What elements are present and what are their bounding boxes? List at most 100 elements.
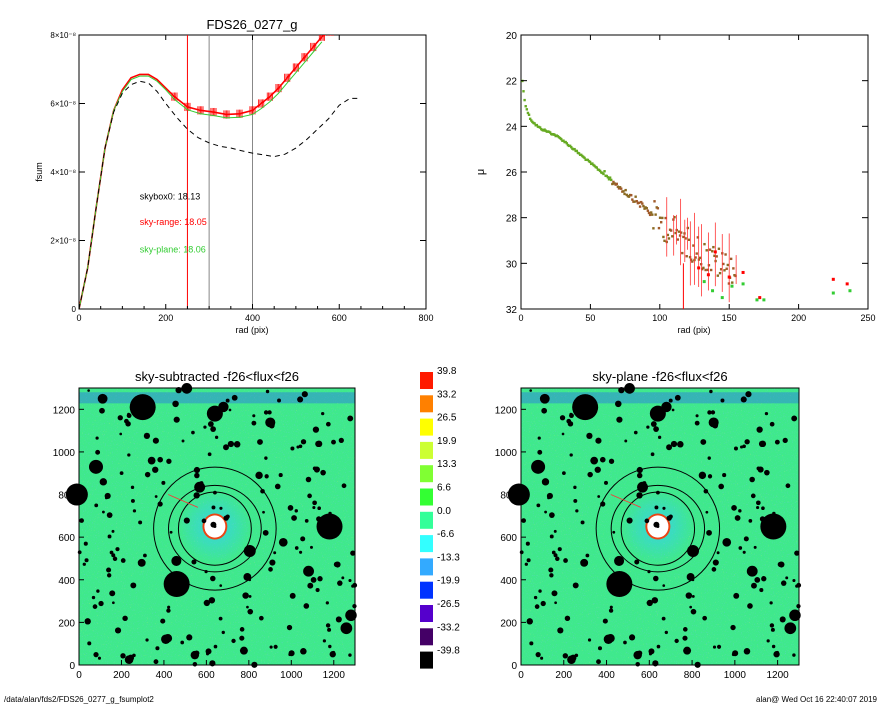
masked-source bbox=[99, 478, 107, 486]
masked-source bbox=[549, 534, 554, 539]
masked-source bbox=[193, 650, 200, 656]
mu-point bbox=[705, 249, 708, 252]
fsum-y-tick-label: 8×10⁻⁸ bbox=[50, 31, 76, 40]
image-y-tick-label: 800 bbox=[58, 491, 75, 502]
masked-source bbox=[652, 660, 659, 667]
mu-outer-point-green bbox=[848, 289, 852, 293]
fsum-x-ticks: 0 200 400 600 800 bbox=[76, 35, 434, 323]
masked-source bbox=[191, 559, 197, 565]
mu-outer-point-red bbox=[697, 266, 701, 270]
masked-source bbox=[702, 615, 707, 621]
masked-bright-star bbox=[649, 405, 666, 422]
masked-source bbox=[92, 604, 98, 609]
masked-source bbox=[537, 449, 543, 455]
masked-source bbox=[269, 645, 273, 649]
masked-source bbox=[646, 425, 650, 429]
masked-source bbox=[734, 515, 741, 521]
masked-source bbox=[193, 492, 200, 499]
masked-source bbox=[541, 407, 548, 414]
masked-source bbox=[562, 653, 569, 659]
masked-source bbox=[194, 472, 200, 479]
masked-source bbox=[712, 559, 719, 566]
masked-source bbox=[609, 605, 613, 609]
masked-source bbox=[99, 407, 105, 414]
masked-source bbox=[557, 627, 564, 634]
masked-source bbox=[298, 444, 303, 449]
masked-source bbox=[303, 603, 310, 609]
mu-point bbox=[527, 113, 531, 116]
masked-source bbox=[101, 510, 105, 514]
mu-point bbox=[533, 122, 536, 125]
mu-point bbox=[612, 180, 615, 184]
masked-source bbox=[555, 556, 560, 562]
mu-point bbox=[638, 205, 642, 208]
masked-source bbox=[203, 599, 211, 607]
image-y-tick-label: 0 bbox=[69, 661, 75, 672]
fsum-y-tick-label: 6×10⁻⁸ bbox=[50, 100, 76, 109]
mu-points-group bbox=[521, 79, 852, 309]
mu-outer-point-green bbox=[702, 280, 706, 284]
masked-source bbox=[228, 408, 232, 412]
colorbar-swatch bbox=[420, 465, 433, 483]
masked-source bbox=[580, 558, 589, 567]
masked-source bbox=[780, 580, 787, 586]
mu-point bbox=[635, 199, 638, 203]
colorbar-swatch bbox=[420, 395, 433, 413]
mu-x-tick-label: 250 bbox=[860, 313, 875, 323]
colorbar-swatch bbox=[420, 488, 433, 506]
masked-source bbox=[98, 600, 104, 607]
masked-source bbox=[587, 638, 592, 642]
masked-source bbox=[524, 562, 528, 566]
mu-outer-point-green bbox=[720, 296, 724, 300]
colorbar-label: -33.2 bbox=[437, 622, 460, 633]
mu-point bbox=[528, 117, 532, 121]
masked-source bbox=[537, 436, 541, 440]
masked-source bbox=[144, 471, 151, 478]
masked-source bbox=[308, 568, 314, 574]
mu-point bbox=[522, 90, 525, 93]
masked-source bbox=[709, 389, 713, 394]
masked-source bbox=[119, 432, 123, 436]
masked-source bbox=[268, 422, 275, 429]
masked-source bbox=[163, 634, 173, 643]
masked-source bbox=[264, 456, 268, 460]
mu-point bbox=[702, 266, 705, 270]
masked-source bbox=[602, 618, 608, 624]
masked-source bbox=[553, 529, 557, 533]
colorbar-swatch bbox=[420, 558, 433, 576]
masked-source bbox=[685, 592, 693, 599]
masked-bright-star bbox=[163, 571, 190, 598]
masked-source bbox=[562, 471, 566, 476]
mu-x-tick-label: 50 bbox=[585, 313, 595, 323]
masked-source bbox=[653, 521, 660, 528]
masked-source bbox=[733, 592, 740, 599]
masked-source bbox=[670, 440, 678, 448]
fsum-panel: FDS26_0277_g 0 200 400 600 800 0 2×10⁻⁸ 4×10⁻⁸… bbox=[34, 17, 434, 335]
fsum-annotations: skybox0: 18.13 sky-range: 18.05 sky-plane:… bbox=[140, 191, 207, 254]
masked-source bbox=[278, 537, 288, 547]
masked-source bbox=[563, 558, 568, 563]
masked-source bbox=[705, 510, 709, 514]
masked-source bbox=[771, 644, 776, 649]
image-y-tick-label: 600 bbox=[500, 533, 517, 544]
masked-source bbox=[769, 421, 775, 427]
mu-point bbox=[673, 215, 676, 219]
mu-y-ticks: 20 22 24 26 28 30 32 bbox=[506, 31, 868, 316]
masked-source bbox=[636, 472, 643, 479]
masked-source bbox=[87, 641, 92, 646]
masked-source bbox=[664, 630, 668, 635]
masked-source bbox=[219, 584, 223, 587]
masked-source bbox=[153, 659, 159, 665]
masked-source bbox=[95, 449, 101, 455]
fsum-xlabel: rad (pix) bbox=[235, 325, 268, 335]
masked-source bbox=[585, 553, 590, 558]
masked-source bbox=[656, 644, 661, 649]
masked-source bbox=[145, 638, 149, 642]
mu-x-tick-label: 200 bbox=[791, 313, 806, 323]
masked-source bbox=[180, 640, 185, 645]
mu-point bbox=[525, 108, 529, 111]
mu-point bbox=[538, 126, 542, 129]
masked-source bbox=[181, 439, 185, 443]
image-y-tick-label: 400 bbox=[58, 576, 75, 587]
fsum-y-tick-label: 2×10⁻⁸ bbox=[50, 237, 76, 246]
